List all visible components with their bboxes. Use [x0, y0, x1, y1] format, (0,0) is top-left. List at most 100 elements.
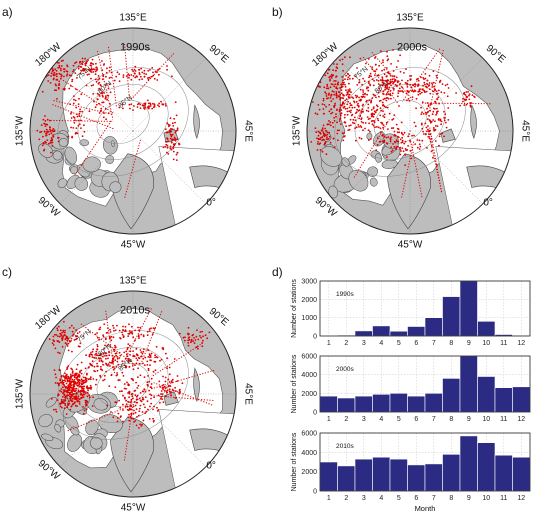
longitude-label: 45°E [242, 383, 253, 405]
station-dot [54, 382, 57, 384]
station-dot [325, 105, 327, 108]
station-dot [52, 134, 54, 136]
archipelago-island [109, 181, 122, 193]
station-dot [341, 63, 344, 66]
station-dot [134, 404, 137, 407]
station-dot [67, 342, 70, 345]
archipelago-island [52, 150, 63, 161]
station-dot [78, 97, 80, 100]
station-dot [166, 357, 169, 360]
station-dot [57, 394, 59, 397]
station-dot [421, 111, 423, 114]
station-dot [338, 120, 341, 122]
station-dot [325, 138, 328, 141]
station-dot [352, 118, 355, 121]
station-dot [387, 93, 390, 95]
station-dot [83, 124, 85, 127]
station-dot [440, 91, 443, 93]
station-dot [433, 128, 435, 131]
station-dot [77, 345, 80, 348]
station-dot [95, 62, 97, 65]
station-dot [332, 56, 334, 58]
station-dot [328, 123, 330, 126]
station-dot [116, 420, 119, 423]
station-dot [409, 150, 412, 152]
station-dot [169, 137, 172, 140]
station-dot [132, 70, 135, 73]
station-dot [87, 378, 90, 381]
station-dot [92, 68, 95, 71]
station-dot [184, 336, 186, 339]
station-dot [326, 133, 329, 136]
station-dot [103, 323, 106, 325]
station-dot [83, 69, 86, 72]
station-dot [114, 329, 117, 332]
station-dot [71, 403, 74, 406]
station-dot [69, 383, 72, 386]
station-dot [90, 353, 93, 356]
station-dot [105, 332, 108, 334]
station-dot [46, 132, 48, 134]
station-dot [386, 55, 389, 58]
station-dot [156, 406, 158, 409]
station-dot [170, 141, 173, 144]
station-dot [387, 97, 390, 100]
station-dot [95, 350, 98, 353]
station-dot [321, 136, 323, 139]
depth-contour [96, 99, 150, 144]
bar-month-11 [494, 454, 513, 492]
station-dot [413, 134, 415, 137]
station-dot [138, 427, 140, 429]
station-dot [113, 350, 116, 352]
station-dot [470, 85, 473, 88]
y-tick-label: 0 [313, 334, 317, 341]
station-dot [316, 113, 319, 116]
station-dot [103, 347, 105, 350]
bar-month-5 [389, 392, 408, 413]
station-dot [128, 74, 131, 77]
station-dot [426, 111, 429, 114]
station-dot [333, 85, 336, 88]
station-dot [425, 126, 428, 129]
station-dot [71, 368, 73, 371]
station-dot [381, 78, 384, 80]
station-dot [381, 69, 383, 72]
station-dot [382, 61, 384, 64]
station-dot [90, 364, 93, 366]
station-dot [135, 424, 138, 427]
archipelago-island [57, 178, 68, 188]
station-dot [420, 106, 422, 109]
station-dot [371, 97, 374, 100]
station-dot [333, 80, 335, 82]
station-dot [389, 137, 392, 140]
station-dot [340, 89, 343, 91]
station-dot [143, 364, 146, 366]
station-dot [77, 103, 80, 105]
meridian-line [132, 321, 206, 395]
station-dot [122, 403, 124, 406]
station-dot [392, 70, 395, 72]
station-dot [376, 126, 378, 128]
depth-contour [77, 347, 169, 423]
station-dot [139, 392, 142, 394]
station-dot [127, 392, 129, 394]
bar-month-9 [459, 280, 478, 337]
station-dot [351, 77, 354, 80]
station-dot [321, 127, 324, 129]
station-dot [343, 132, 346, 134]
station-dot [87, 68, 90, 71]
station-dot [69, 375, 72, 378]
station-transect [74, 119, 113, 176]
station-dot [66, 368, 68, 370]
station-dot [110, 411, 112, 413]
station-dot [167, 123, 170, 126]
station-dot [153, 419, 155, 422]
station-dot [434, 125, 437, 127]
station-dot [322, 99, 325, 102]
station-dot [149, 364, 151, 366]
station-dot [93, 100, 95, 103]
station-dot [121, 360, 124, 363]
station-dot [74, 381, 77, 384]
station-dot [382, 124, 385, 126]
station-dot [61, 332, 63, 334]
